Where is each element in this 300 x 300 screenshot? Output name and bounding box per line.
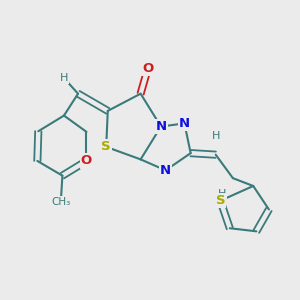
Text: N: N xyxy=(155,120,167,133)
Text: CH₃: CH₃ xyxy=(51,196,70,207)
Text: H: H xyxy=(60,73,68,83)
Text: S: S xyxy=(216,194,225,207)
Text: H: H xyxy=(212,131,220,141)
Text: O: O xyxy=(142,62,153,75)
Text: S: S xyxy=(101,140,111,153)
Text: O: O xyxy=(81,154,92,167)
Text: H: H xyxy=(218,189,226,199)
Text: N: N xyxy=(160,164,171,177)
Text: N: N xyxy=(179,117,190,130)
